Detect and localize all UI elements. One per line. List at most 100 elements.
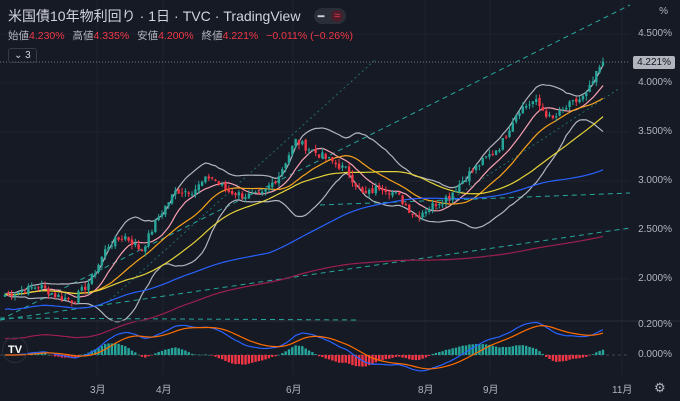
candle-body [434,203,438,207]
candle-body [90,274,94,284]
candle-body [274,181,277,184]
candle-body [391,192,394,196]
macd-histogram-bar [277,354,281,356]
macd-histogram-bar [451,348,454,355]
candle-body [428,208,431,213]
tradingview-logo[interactable]: TV [2,337,28,363]
candle-body [254,192,257,194]
ma-40 [4,116,604,296]
candle-body [50,293,53,295]
high-label: 高値 [72,30,94,42]
macd-histogram-bar [164,349,167,355]
price-tick: 3.500% [638,126,672,137]
symbol-header[interactable]: 米国債10年物利回り · 1日 · TVC · TradingView ━ ≈ [8,6,347,26]
candle-body [73,301,77,303]
candle-body [347,166,351,176]
macd-histogram-bar [461,345,464,355]
candle-body [190,194,194,196]
candle-body [601,61,605,66]
macd-histogram-bar [568,355,571,360]
candle-body [361,187,364,193]
macd-histogram-bar [190,353,194,355]
candle-body [591,81,595,85]
macd-histogram-bar [528,346,531,355]
trend-lines [0,4,631,321]
candle-body [257,192,261,194]
macd-histogram-bar [110,343,114,355]
candle-body [377,185,381,190]
macd-histogram-bar [281,353,284,355]
macd-histogram-bar [291,347,294,355]
macd-histogram-bar [464,345,468,355]
macd-histogram-bar [424,355,428,358]
macd-histogram-bar [418,355,421,360]
macd-histogram-bar [90,350,94,355]
candle-body [100,256,104,266]
candle-body [104,249,107,257]
candle-body [281,169,284,176]
open-label: 始値 [8,30,29,42]
macd-histogram-bar [94,349,97,355]
candle-body [484,156,488,158]
macd-histogram-bar [107,343,110,355]
macd-histogram-bar [214,355,217,357]
candle-body [398,192,401,195]
candle-body [558,110,561,116]
macd-histogram-bar [50,355,53,356]
candle-body [598,67,601,73]
settings-gear-icon[interactable]: ⚙ [654,380,666,395]
candle-body [408,204,411,213]
macd-histogram-bar [150,355,154,356]
candle-body [548,114,551,116]
candle-body [411,213,414,216]
candle-body [160,213,164,217]
macd-histogram-bar [588,355,591,356]
macd-histogram-bar [354,355,357,367]
macd-histogram-bar [431,353,434,355]
candle-body [471,170,474,172]
candle-body [43,285,47,289]
macd-histogram-bar [257,355,261,362]
candle-body [581,95,585,100]
candle-body [418,215,421,218]
sep: · [174,8,179,24]
macd-histogram-bar [337,355,341,363]
interval[interactable]: 1日 [148,8,171,24]
macd-histogram-bar [147,355,150,357]
macd-tick: 0.200% [638,319,672,330]
chart-mode-toggle[interactable]: ━ ≈ [314,8,347,24]
candle-body [304,139,307,151]
macd-histogram-bar [217,355,221,359]
line-icon[interactable]: ━ [317,10,325,23]
candle-body [501,138,504,150]
candle-body [177,189,180,194]
macd-histogram-bar [391,355,394,358]
macd-histogram-bar [474,343,478,355]
macd-histogram-bar [204,354,207,355]
macd-histogram-bar [595,352,598,355]
macd-histogram-bar [247,355,251,364]
candle-body [154,220,157,232]
wave-icon[interactable]: ≈ [331,10,344,22]
candle-body [314,149,317,153]
candle-body [267,185,271,190]
macd-histogram-bar [114,342,117,355]
candle-body [140,249,144,252]
candle-body [124,236,127,240]
macd-histogram-bar [598,350,601,355]
candle-body [184,191,187,193]
indicators-collapse-button[interactable]: ⌄ 3 [8,48,37,63]
candle-body [110,245,114,247]
macd-histogram-bar [284,351,287,355]
candle-body [114,237,117,247]
macd-histogram-bar [264,355,267,360]
macd-histogram-bar [494,346,498,355]
price-unit: % [659,6,668,17]
macd-histogram-bar [124,346,127,355]
trend-line-lower [0,227,631,321]
candle-body [518,113,521,117]
macd-histogram-bar [240,355,244,365]
macd-histogram-bar [157,351,160,355]
candle-body [545,111,548,117]
